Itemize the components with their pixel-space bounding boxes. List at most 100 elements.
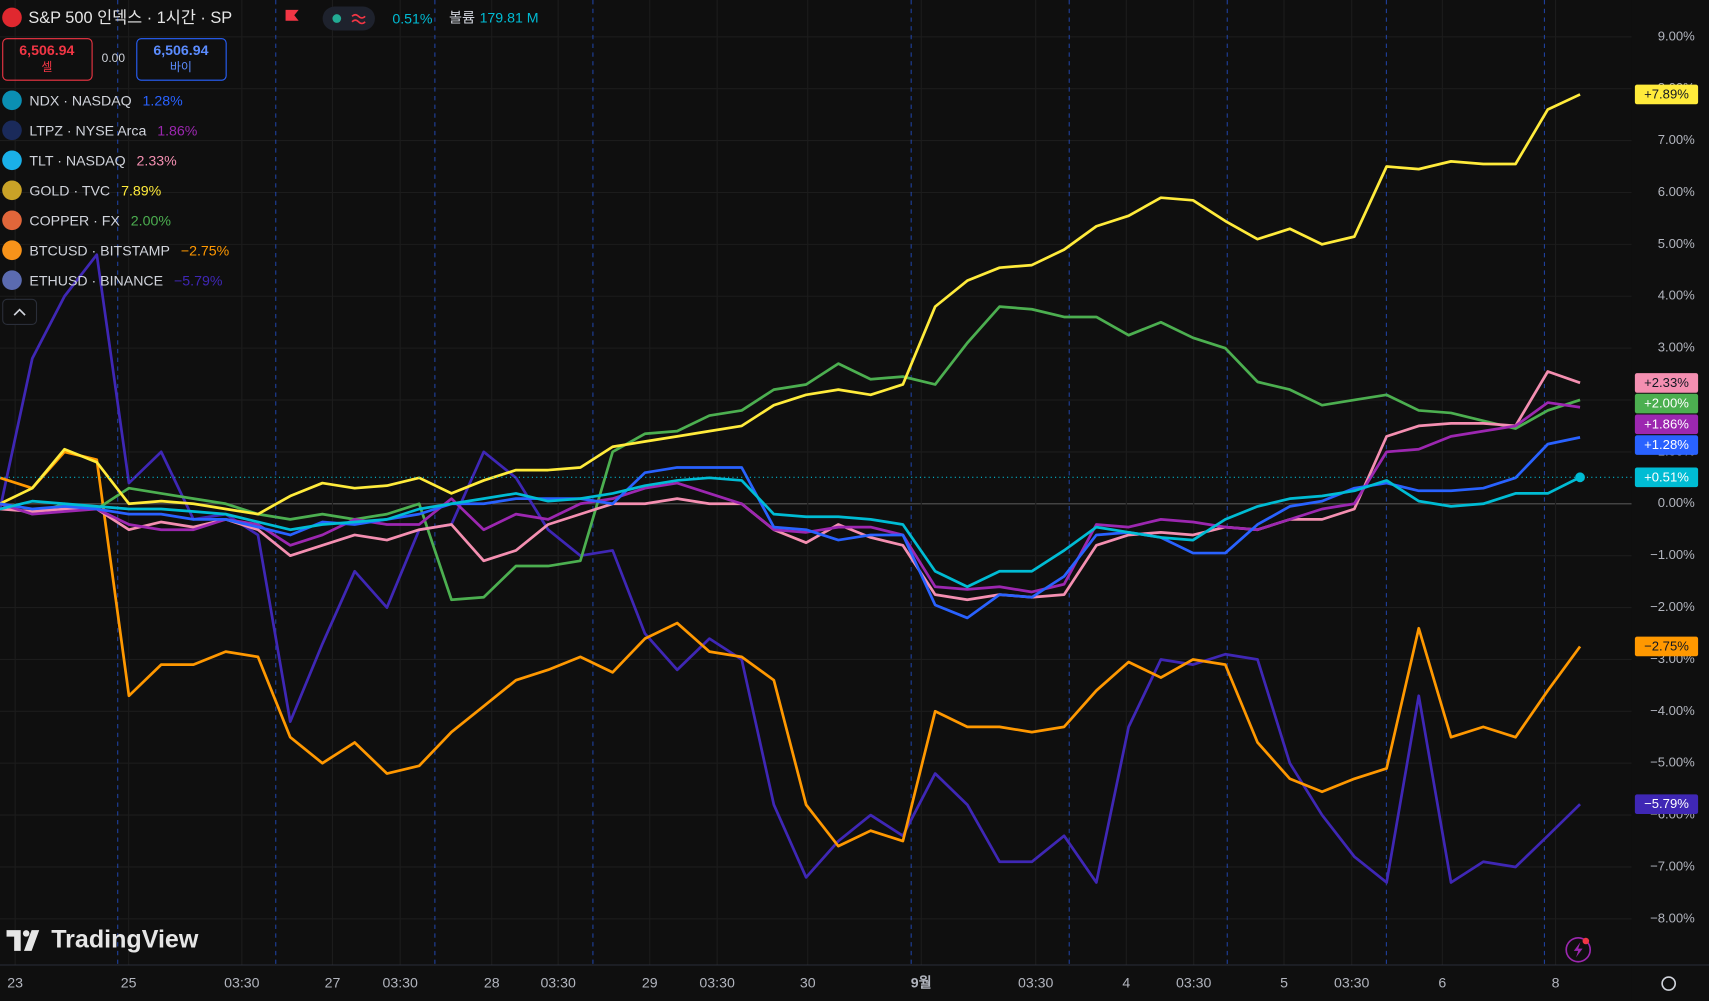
y-tick-label: 3.00%: [1658, 340, 1695, 355]
legend-icon: [2, 270, 22, 291]
x-tick-label: 03:30: [1334, 975, 1370, 991]
last-price-dot: [1575, 472, 1585, 483]
legend-icon: [2, 90, 22, 111]
legend-value: 1.86%: [157, 123, 198, 139]
x-tick-label: 03:30: [224, 975, 260, 991]
legend-icon: [2, 210, 22, 231]
buy-button[interactable]: [136, 38, 227, 81]
legend-entry: TLT · NASDAQ 2.33%: [29, 153, 177, 169]
grid: [0, 0, 1632, 966]
x-tick-label: 4: [1122, 975, 1130, 991]
series-line: [0, 450, 1582, 848]
y-tick-label: 4.00%: [1658, 288, 1695, 303]
end-label: +2.33%: [1644, 375, 1689, 390]
legend-entry: COPPER · FX 2.00%: [29, 213, 171, 229]
spread: 0.00: [102, 51, 126, 65]
x-tick-label: 25: [121, 975, 137, 991]
x-tick-label: 27: [325, 975, 341, 991]
legend-name: NDX · NASDAQ: [29, 93, 131, 109]
y-tick-label: −1.00%: [1650, 547, 1695, 562]
legend-name: GOLD · TVC: [29, 183, 110, 199]
lightning-button[interactable]: [1565, 936, 1592, 963]
end-label-box: [1634, 636, 1699, 657]
legend-value: 1.28%: [143, 93, 184, 109]
y-tick-label: −4.00%: [1650, 703, 1695, 718]
x-tick-label: 8: [1552, 975, 1560, 991]
x-tick-label: 03:30: [1018, 975, 1054, 991]
series-line: [0, 253, 1582, 884]
series-line: [0, 305, 1581, 602]
legend-name: TLT · NASDAQ: [29, 153, 125, 169]
end-label-box: [1634, 393, 1699, 414]
header-change: 0.51%: [392, 11, 433, 27]
end-label-box: [1634, 373, 1699, 393]
legend-name: ETHUSD · BINANCE: [29, 273, 163, 289]
x-tick-label: 23: [7, 975, 23, 991]
legend-icon: [2, 120, 22, 141]
y-tick-label: −7.00%: [1650, 858, 1695, 873]
sell-button[interactable]: [2, 38, 93, 81]
legend-entry: LTPZ · NYSE Arca 1.86%: [29, 123, 197, 139]
x-tick-label: 28: [484, 975, 500, 991]
sell-label: 셀: [41, 60, 52, 74]
legend-value: 2.00%: [131, 213, 172, 229]
chart-title: S&P 500 인덱스 · 1시간 · SP: [28, 9, 232, 27]
y-tick-label: 9.00%: [1658, 28, 1695, 43]
lightning-icon: [1573, 942, 1583, 958]
series-line: [0, 93, 1581, 516]
symbol-icon: [2, 7, 22, 28]
end-label: +7.89%: [1644, 86, 1689, 101]
end-label: +2.00%: [1644, 396, 1689, 411]
legend-entry: BTCUSD · BITSTAMP −2.75%: [29, 243, 229, 259]
flag-icon[interactable]: [285, 9, 299, 21]
y-tick-label: −2.00%: [1650, 599, 1695, 614]
collapse-icon: [13, 308, 26, 316]
y-tick-label: 0.00%: [1658, 495, 1695, 510]
legend-value: 7.89%: [121, 183, 162, 199]
x-tick-label: 9월: [911, 974, 932, 991]
status-dot: [332, 14, 342, 23]
x-tick-label: 6: [1438, 975, 1446, 991]
legend-value: −5.79%: [174, 273, 223, 289]
axes: 9.00%8.00%7.00%6.00%5.00%4.00%3.00%2.00%…: [7, 28, 1699, 991]
end-label: +1.28%: [1644, 437, 1689, 452]
end-label-box: [1634, 414, 1699, 435]
legend-icon: [2, 240, 22, 261]
series-line: [0, 476, 1581, 589]
legend-entry: NDX · NASDAQ 1.28%: [29, 93, 183, 109]
legend-value: 2.33%: [137, 153, 178, 169]
brand-logo-dot: [22, 930, 30, 937]
y-tick-label: −5.00%: [1650, 755, 1695, 770]
legend-name: LTPZ · NYSE Arca: [29, 123, 146, 139]
collapse-button[interactable]: [2, 298, 38, 325]
end-label-box: [1634, 435, 1699, 455]
end-label-box: [1634, 84, 1699, 105]
volume-label: 볼륨: [449, 10, 475, 26]
legend: NDX · NASDAQ 1.28% LTPZ · NYSE Arca 1.86% TL…: [2, 90, 230, 291]
end-label: +1.86%: [1644, 416, 1689, 431]
series-line: [0, 436, 1581, 620]
legend-icon: [2, 150, 22, 171]
legend-entry: ETHUSD · BINANCE −5.79%: [29, 273, 222, 289]
status-pill[interactable]: [322, 6, 375, 31]
buy-price: 6,506.94: [153, 43, 208, 59]
end-label-box: [1634, 467, 1699, 488]
legend-name: COPPER · FX: [29, 213, 120, 229]
end-label: +0.51%: [1644, 469, 1689, 484]
y-tick-label: 6.00%: [1658, 184, 1695, 199]
x-tick-label: 5: [1280, 975, 1288, 991]
price-axis: [1631, 0, 1709, 1001]
x-tick-label: 30: [800, 975, 816, 991]
y-tick-label: 7.00%: [1658, 132, 1695, 147]
buy-label: 바이: [170, 60, 192, 74]
end-label-box: [1634, 794, 1699, 814]
y-tick-label: 5.00%: [1658, 236, 1695, 251]
settings-button[interactable]: [1661, 976, 1677, 991]
legend-entry: GOLD · TVC 7.89%: [29, 183, 161, 199]
x-tick-label: 03:30: [382, 975, 418, 991]
volume-value: 179.81 M: [480, 10, 539, 26]
y-tick-label: −8.00%: [1650, 910, 1695, 925]
